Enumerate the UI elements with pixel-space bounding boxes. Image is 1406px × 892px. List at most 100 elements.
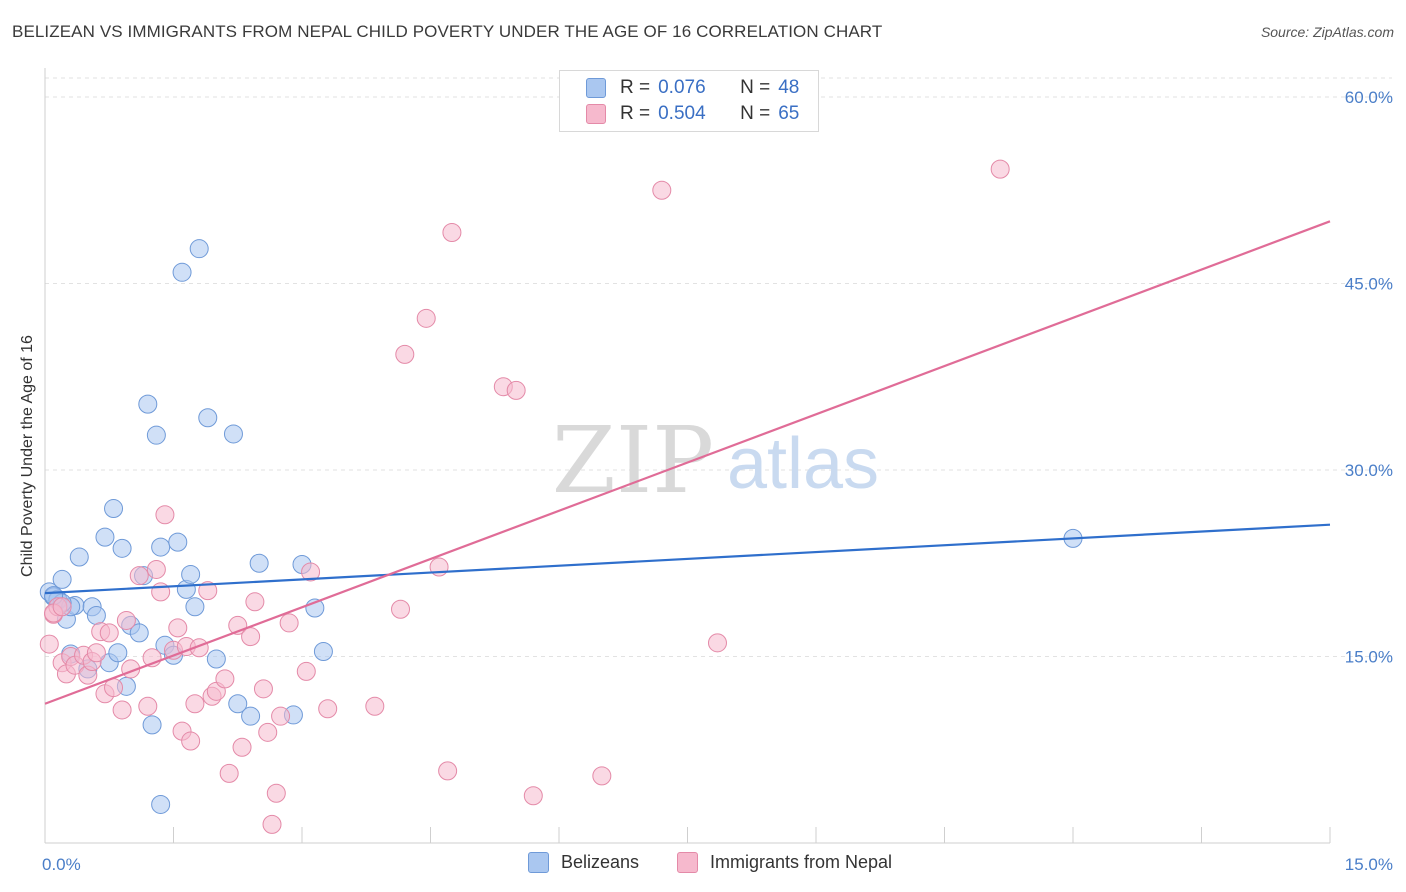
data-point <box>151 537 171 557</box>
trend-lines <box>44 220 1331 705</box>
data-point <box>168 532 188 552</box>
series-points-1 <box>39 159 1010 834</box>
data-point <box>138 394 158 414</box>
data-point <box>146 425 166 445</box>
watermark-zip: ZIP <box>552 407 714 514</box>
watermark-atlas: atlas <box>727 424 879 504</box>
r-value: 0.076 <box>658 77 706 98</box>
x-tick-label: 0.0% <box>42 855 81 874</box>
trend-line-0 <box>44 523 1331 595</box>
r-label: R = <box>620 103 651 124</box>
data-point <box>223 424 243 444</box>
data-point <box>129 566 149 586</box>
data-point <box>86 605 106 625</box>
chart-title: BELIZEAN VS IMMIGRANTS FROM NEPAL CHILD … <box>12 22 883 41</box>
series-legend: Belizeans Immigrants from Nepal <box>0 852 1406 876</box>
data-point <box>146 559 166 579</box>
data-point <box>438 761 458 781</box>
data-point <box>138 696 158 716</box>
data-point <box>52 569 72 589</box>
tick-labels: 15.0% 30.0% 45.0% 60.0% 0.0% 15.0% <box>42 88 1393 874</box>
data-point <box>249 553 269 573</box>
data-point <box>112 700 132 720</box>
data-point <box>245 592 265 612</box>
data-point <box>592 766 612 786</box>
legend-item-belizeans[interactable]: Belizeans <box>528 852 639 873</box>
n-value: 48 <box>778 77 800 98</box>
data-point <box>108 643 128 663</box>
data-point <box>198 581 218 601</box>
source-label: Source: ZipAtlas.com <box>1260 24 1394 40</box>
y-tick-label: 60.0% <box>1345 88 1393 107</box>
data-point <box>104 499 124 519</box>
legend-swatch-nepal <box>677 852 698 873</box>
data-point <box>271 706 291 726</box>
data-point <box>506 380 526 400</box>
r-label: R = <box>620 77 651 98</box>
r-value: 0.504 <box>658 103 706 124</box>
y-tick-label: 45.0% <box>1345 275 1393 294</box>
x-tick-label: 15.0% <box>1345 855 1393 874</box>
data-point <box>258 722 278 742</box>
data-point <box>253 679 273 699</box>
data-point <box>416 308 436 328</box>
data-point <box>172 262 192 282</box>
data-point <box>313 642 333 662</box>
data-point <box>69 547 89 567</box>
data-point <box>318 699 338 719</box>
data-point <box>391 599 411 619</box>
data-point <box>395 344 415 364</box>
data-point <box>181 564 201 584</box>
trend-line-1 <box>44 220 1331 705</box>
n-label: N = <box>740 77 771 98</box>
data-point <box>129 623 149 643</box>
data-point <box>112 538 132 558</box>
data-point <box>301 562 321 582</box>
data-point <box>155 505 175 525</box>
stats-legend: R = 0.076 N = 48 R = 0.504 N = 65 <box>559 70 819 132</box>
data-point <box>523 786 543 806</box>
legend-label-nepal: Immigrants from Nepal <box>710 852 893 872</box>
n-label: N = <box>740 103 771 124</box>
y-tick-label: 15.0% <box>1345 648 1393 667</box>
data-point <box>262 814 282 834</box>
data-point <box>241 706 261 726</box>
series-points-0 <box>39 239 1083 814</box>
y-tick-label: 30.0% <box>1345 461 1393 480</box>
legend-row-nepal: R = 0.504 N = 65 <box>586 101 799 127</box>
data-point <box>151 794 171 814</box>
data-point <box>215 669 235 689</box>
n-value: 65 <box>778 103 800 124</box>
data-point <box>189 239 209 259</box>
data-point <box>185 694 205 714</box>
legend-item-nepal[interactable]: Immigrants from Nepal <box>677 852 892 873</box>
data-point <box>198 408 218 428</box>
data-point <box>279 613 299 633</box>
watermark: ZIP atlas <box>552 407 879 514</box>
data-point <box>652 180 672 200</box>
data-point <box>707 633 727 653</box>
data-point <box>99 623 119 643</box>
data-point <box>86 643 106 663</box>
data-point <box>39 634 59 654</box>
data-point <box>168 618 188 638</box>
data-point <box>365 696 385 716</box>
data-point <box>116 610 136 630</box>
data-point <box>185 597 205 617</box>
data-point <box>241 627 261 647</box>
legend-label-belizeans: Belizeans <box>561 852 640 872</box>
data-points <box>39 159 1083 834</box>
data-point <box>206 649 226 669</box>
legend-swatch-belizeans <box>586 78 606 98</box>
data-point <box>142 715 162 735</box>
data-point <box>232 737 252 757</box>
data-point <box>266 783 286 803</box>
legend-swatch-nepal <box>586 104 606 124</box>
legend-swatch-belizeans <box>528 852 549 873</box>
gridlines <box>45 77 1392 657</box>
data-point <box>296 661 316 681</box>
data-point <box>219 763 239 783</box>
axes <box>44 68 1331 844</box>
legend-row-belizeans: R = 0.076 N = 48 <box>586 75 799 101</box>
